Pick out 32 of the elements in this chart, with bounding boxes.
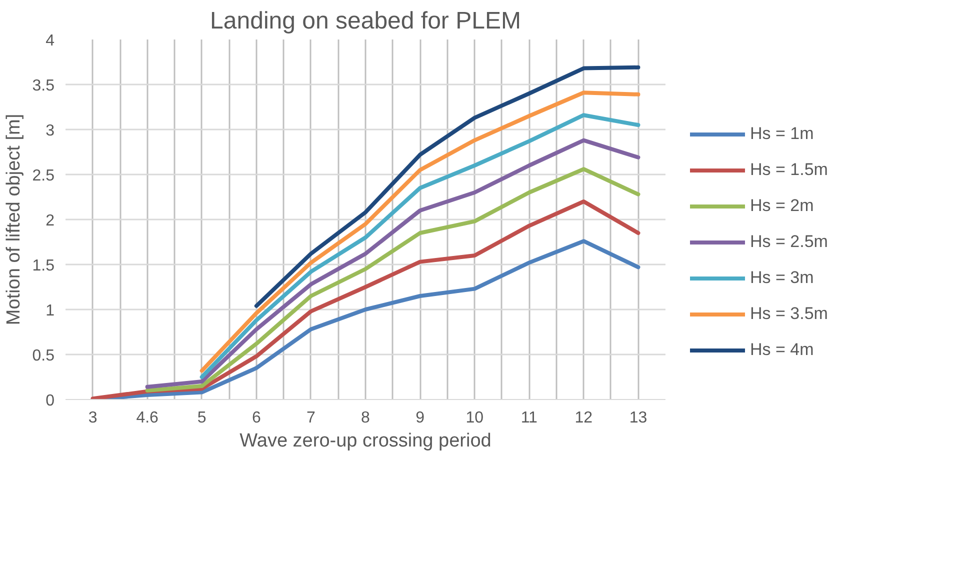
x-axis-title: Wave zero-up crossing period (240, 430, 492, 452)
y-tick-label: 2.5 (32, 168, 55, 184)
x-tick-label: 13 (629, 410, 648, 426)
y-tick-label: 0.5 (32, 348, 55, 364)
y-tick-label: 1 (46, 302, 55, 320)
y-tick-label: 0 (46, 392, 55, 410)
y-tick-label: 3.5 (32, 78, 55, 94)
x-tick-label: 6 (252, 410, 261, 426)
y-tick-label: 4 (46, 32, 55, 50)
y-axis-title: Motion of lifted object [m] (3, 114, 24, 326)
legend-label: Hs = 1.5m (750, 160, 828, 180)
y-tick-label: 1.5 (32, 258, 55, 274)
x-tick-label: 5 (197, 410, 206, 426)
legend-label: Hs = 3.5m (750, 304, 828, 324)
x-tick-label: 11 (520, 410, 538, 426)
y-tick-label: 3 (46, 122, 55, 140)
legend-label: Hs = 4m (750, 340, 814, 360)
legend-label: Hs = 2m (750, 196, 814, 216)
legend-label: Hs = 1m (750, 124, 814, 144)
x-tick-label: 4.6 (136, 410, 159, 426)
x-tick-label: 10 (466, 410, 484, 426)
y-tick-label: 2 (46, 212, 55, 230)
line-series (254, 65, 640, 308)
x-tick-label: 7 (306, 410, 316, 426)
line-series (90, 200, 640, 400)
x-tick-label: 12 (574, 410, 593, 426)
x-tick-label: 9 (416, 410, 425, 426)
chart-title: Landing on seabed for PLEM (210, 8, 521, 34)
x-tick-label: 3 (88, 410, 98, 426)
x-tick-label: 8 (361, 410, 370, 426)
legend-label: Hs = 3m (750, 268, 814, 288)
legend-label: Hs = 2.5m (750, 232, 828, 252)
